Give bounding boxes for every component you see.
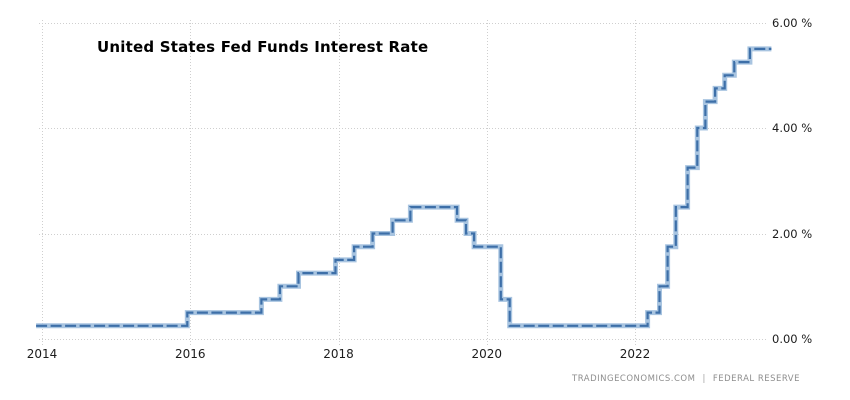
y-axis-tick-label: 6.00 % [772, 15, 813, 30]
x-axis-tick-label: 2016 [174, 347, 206, 361]
chart-title: United States Fed Funds Interest Rate [97, 38, 429, 56]
attribution-divider: | [702, 374, 706, 384]
y-axis-tick-label: 4.00 % [772, 121, 813, 135]
y-axis-tick-label: 2.00 % [772, 226, 813, 241]
rate-line-casing [36, 46, 772, 329]
attribution-source-provider: FEDERAL RESERVE [712, 374, 800, 384]
attribution-source-site: TRADINGECONOMICS.COM [572, 374, 696, 384]
x-axis-tick-label: 2014 [26, 347, 58, 361]
x-axis-tick-label: 2018 [323, 347, 354, 361]
y-axis-tick-label: 0.00 % [772, 332, 813, 346]
rate-line[interactable] [36, 47, 772, 327]
x-axis-tick-label: 2022 [619, 347, 651, 361]
x-axis-tick-label: 2020 [471, 347, 503, 361]
attribution: TRADINGECONOMICS.COM | FEDERAL RESERVE [572, 374, 800, 384]
